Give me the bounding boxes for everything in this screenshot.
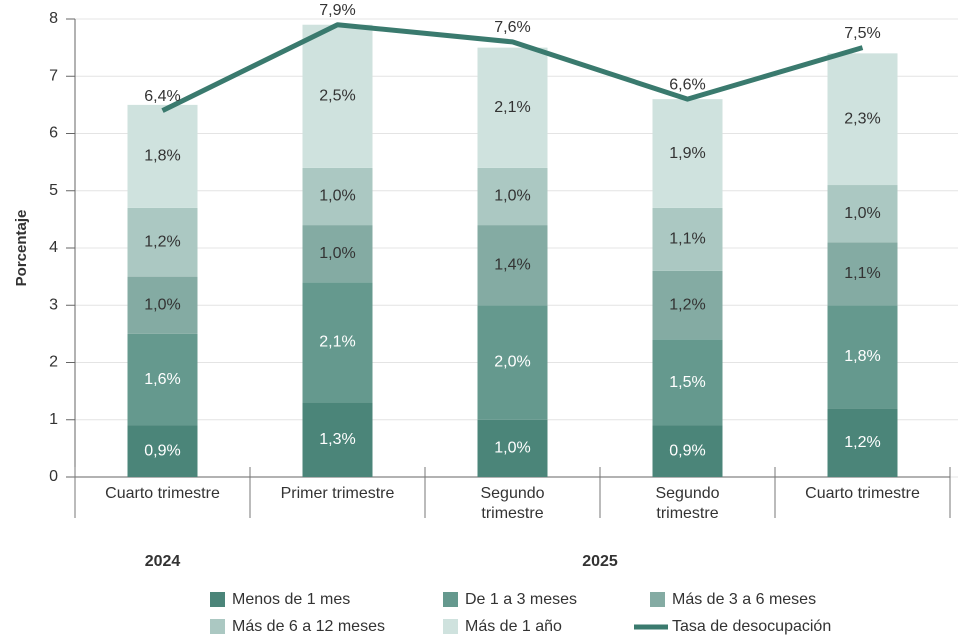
bar-segment [127, 276, 198, 334]
data-label: 2,3% [844, 110, 880, 127]
legend-swatch [443, 592, 458, 607]
data-label: 2,1% [319, 334, 355, 351]
y-tick-label: 7 [49, 67, 58, 84]
bar-segment [477, 167, 548, 226]
bar-segment [127, 425, 198, 477]
bar-segment [652, 270, 723, 340]
data-label: 1,6% [144, 371, 180, 388]
data-label: 2,5% [319, 88, 355, 105]
legend-swatch [210, 592, 225, 607]
data-label: 1,9% [669, 145, 705, 162]
line-label: 7,6% [494, 19, 530, 36]
data-label: 1,2% [144, 233, 180, 250]
bar-segment [652, 425, 723, 477]
data-label: 1,2% [669, 296, 705, 313]
bar-segment [652, 339, 723, 426]
x-tick-label: Cuarto trimestre [105, 485, 220, 502]
y-tick-label: 3 [49, 296, 58, 313]
data-label: 2,0% [494, 354, 530, 371]
y-tick-label: 0 [49, 468, 58, 485]
group-label: 2025 [582, 553, 618, 570]
bar-segment [302, 167, 373, 226]
data-label: 1,5% [669, 374, 705, 391]
bar-segment [477, 305, 548, 420]
x-tick-label: Primer trimestre [280, 485, 395, 502]
bar-segment [127, 207, 198, 277]
bar-segment [477, 47, 548, 168]
bar-segment [477, 225, 548, 306]
bar-segment [827, 305, 898, 409]
legend-swatch [210, 619, 225, 634]
x-tick-label: Segundo trimestre [655, 485, 720, 522]
data-label: 1,0% [494, 440, 530, 457]
legend-label: Más de 3 a 6 meses [672, 591, 816, 608]
line-label: 7,5% [844, 25, 880, 42]
data-label: 1,1% [844, 265, 880, 282]
data-label: 1,4% [494, 256, 530, 273]
bar-segment [827, 408, 898, 477]
bar-segment [127, 333, 198, 426]
group-label: 2024 [144, 553, 181, 570]
data-label: 1,8% [844, 348, 880, 365]
line-label: 6,6% [669, 76, 705, 93]
legend-label: Tasa de desocupación [672, 618, 831, 635]
data-label: 1,0% [844, 205, 880, 222]
line-series [161, 22, 864, 113]
data-label: 0,9% [144, 442, 180, 459]
data-label: 1,3% [319, 431, 355, 448]
data-label: 1,0% [319, 188, 355, 205]
y-tick-label: 1 [49, 411, 58, 428]
data-label: 1,8% [144, 148, 180, 165]
line-label: 7,9% [319, 2, 355, 19]
data-label: 1,0% [144, 296, 180, 313]
bar-segment [302, 282, 373, 403]
y-tick-label: 2 [49, 354, 58, 371]
y-tick-label: 6 [49, 125, 58, 142]
data-label: 2,1% [494, 99, 530, 116]
bar-segment [302, 24, 373, 168]
y-tick-label: 5 [49, 182, 58, 199]
legend-swatch [443, 619, 458, 634]
bar-segment [477, 419, 548, 477]
bar-segment [827, 185, 898, 243]
bar-segment [302, 225, 373, 283]
legend-label: Menos de 1 mes [232, 591, 350, 608]
legend-label: Más de 6 a 12 meses [232, 618, 385, 635]
legend-label: De 1 a 3 meses [465, 591, 577, 608]
bar-segment [652, 99, 723, 208]
x-tick-label: Cuarto trimestre [805, 485, 920, 502]
bar-segment [827, 53, 898, 186]
legend-swatch [650, 592, 665, 607]
data-label: 1,0% [494, 188, 530, 205]
bar-segment [127, 104, 198, 208]
line-label: 6,4% [144, 88, 180, 105]
data-label: 0,9% [669, 442, 705, 459]
bar-segment [652, 207, 723, 271]
y-axis-label: Porcentaje [13, 210, 30, 287]
legend-label: Más de 1 año [465, 618, 562, 635]
bar-segment [827, 242, 898, 306]
y-tick-label: 4 [49, 239, 58, 256]
y-tick-label: 8 [49, 10, 58, 27]
bar-segment [302, 402, 373, 477]
data-label: 1,1% [669, 231, 705, 248]
data-label: 1,2% [844, 434, 880, 451]
data-label: 1,0% [319, 245, 355, 262]
x-tick-label: Segundo trimestre [480, 485, 545, 522]
